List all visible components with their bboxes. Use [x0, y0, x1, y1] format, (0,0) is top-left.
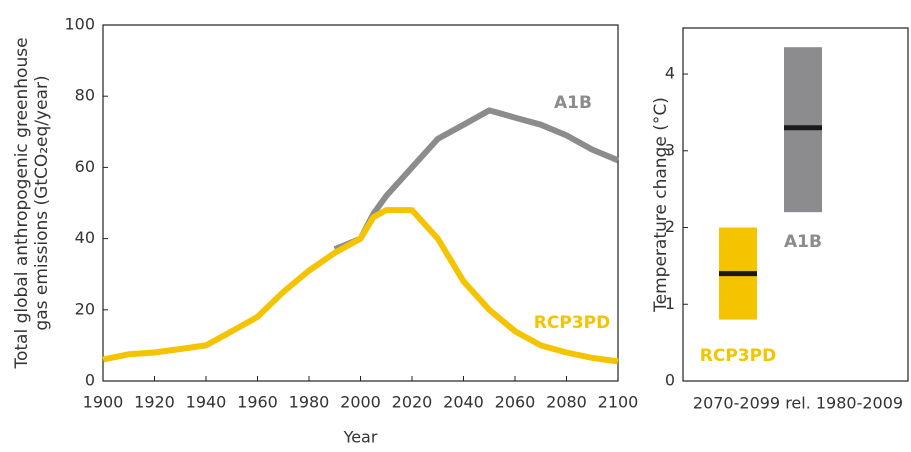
x-tick-label: 1940 — [186, 393, 227, 412]
series-line — [102, 207, 619, 365]
x-tick-label: 2020 — [392, 393, 433, 412]
x-tick-label: 2080 — [546, 393, 587, 412]
y-tick-label: 20 — [75, 299, 95, 318]
y-tick-label: 40 — [75, 228, 95, 247]
x-tick-label: 2100 — [598, 393, 639, 412]
y-tick-label: 0 — [665, 371, 675, 390]
x-axis-title: 2070-2099 rel. 1980-2009 — [693, 394, 903, 413]
y-axis-title: gas emissions (GtCO₂eq/year) — [32, 75, 52, 330]
series-line — [333, 107, 620, 253]
y-tick-label: 2 — [665, 217, 675, 236]
x-tick-label: 1900 — [83, 393, 124, 412]
x-tick-label: 1920 — [134, 393, 175, 412]
x-axis-title: Year — [343, 428, 378, 447]
plot-frame — [682, 27, 909, 382]
y-tick-label: 60 — [75, 157, 95, 176]
x-tick-label: 2040 — [443, 393, 484, 412]
x-tick-label: 2000 — [340, 393, 381, 412]
y-tick-label: 100 — [64, 15, 95, 34]
series-label: A1B — [554, 93, 592, 113]
y-tick-label: 0 — [85, 371, 95, 390]
y-tick-label: 3 — [665, 140, 675, 159]
y-tick-label: 80 — [75, 86, 95, 105]
category-label: A1B — [784, 232, 822, 252]
y-tick-label: 4 — [665, 64, 675, 83]
x-tick-label: 1960 — [237, 393, 278, 412]
x-tick-label: 2060 — [495, 393, 536, 412]
series-label: RCP3PD — [534, 313, 610, 333]
category-label: RCP3PD — [700, 346, 776, 366]
y-tick-label: 1 — [665, 294, 675, 313]
y-axis-title: Temperature change (°C) — [651, 97, 671, 313]
x-tick-label: 1980 — [289, 393, 330, 412]
y-axis-title: Total global anthropogenic greenhouse — [12, 37, 32, 369]
